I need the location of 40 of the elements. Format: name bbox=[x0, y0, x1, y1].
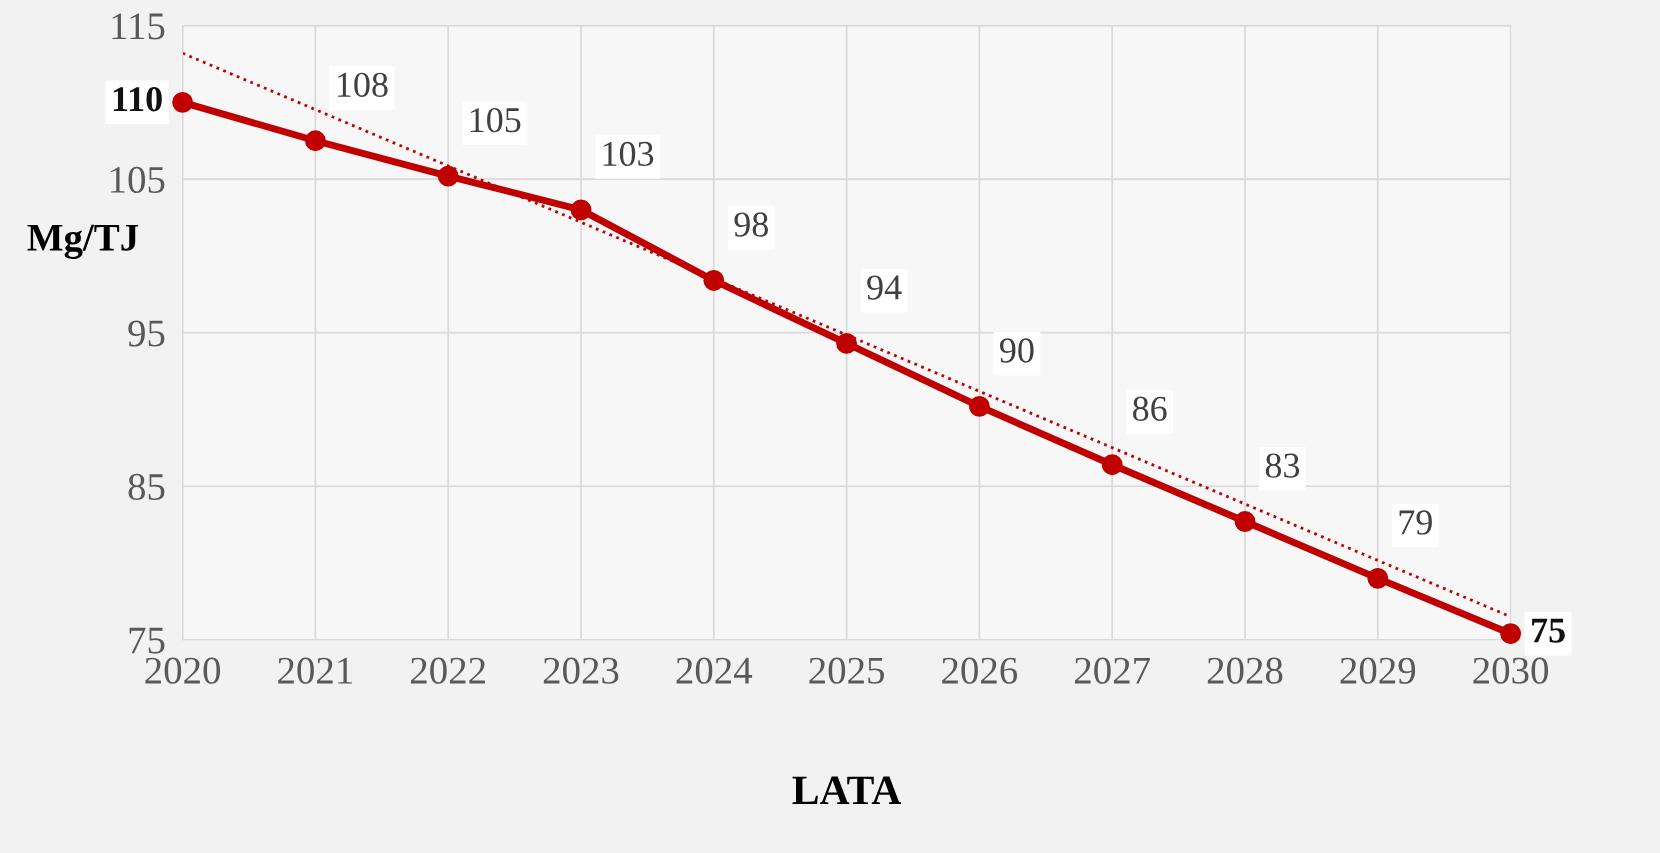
x-tick-label: 2025 bbox=[809, 657, 884, 684]
data-label: 75 bbox=[1532, 618, 1565, 643]
y-axis-title: Mg/TJ bbox=[27, 224, 139, 259]
x-tick-label: 2024 bbox=[676, 657, 753, 684]
point bbox=[1101, 454, 1123, 476]
data-label: 94 bbox=[867, 275, 902, 300]
point bbox=[304, 130, 326, 152]
point bbox=[703, 270, 725, 291]
data-label: 83 bbox=[1265, 453, 1300, 478]
x-tick-label: 2023 bbox=[543, 657, 619, 684]
data-label: 103 bbox=[603, 141, 654, 167]
x-tick-label: 2021 bbox=[278, 657, 352, 684]
y-tick-label: 75 bbox=[129, 627, 165, 654]
data-label: 110 bbox=[113, 87, 162, 112]
x-tick-label: 2029 bbox=[1340, 657, 1416, 684]
data-label: 98 bbox=[734, 212, 768, 237]
point bbox=[836, 333, 858, 354]
x-tick-label: 2028 bbox=[1207, 657, 1283, 684]
point bbox=[437, 165, 459, 187]
x-tick-label: 2026 bbox=[942, 657, 1018, 684]
y-tick-label: 95 bbox=[128, 320, 165, 347]
point bbox=[968, 395, 990, 417]
x-tick-label: 2022 bbox=[411, 657, 485, 684]
y-tick-label: 115 bbox=[112, 13, 165, 40]
x-tick-label: 2027 bbox=[1075, 657, 1150, 684]
y-tick-label: 85 bbox=[128, 473, 165, 501]
data-label: 105 bbox=[470, 107, 521, 133]
point bbox=[570, 199, 592, 221]
point bbox=[1234, 511, 1256, 532]
data-label: 79 bbox=[1399, 510, 1432, 535]
x-tick-label: 2030 bbox=[1473, 657, 1549, 684]
data-label: 90 bbox=[1000, 338, 1034, 363]
x-tick-label: 2020 bbox=[145, 657, 221, 684]
point bbox=[1500, 623, 1522, 645]
y-tick-label: 105 bbox=[111, 166, 165, 194]
point bbox=[1367, 567, 1389, 589]
data-label: 86 bbox=[1133, 396, 1167, 421]
data-label: 108 bbox=[338, 72, 388, 98]
x-axis-title: LATA bbox=[792, 776, 902, 804]
point bbox=[172, 91, 194, 113]
